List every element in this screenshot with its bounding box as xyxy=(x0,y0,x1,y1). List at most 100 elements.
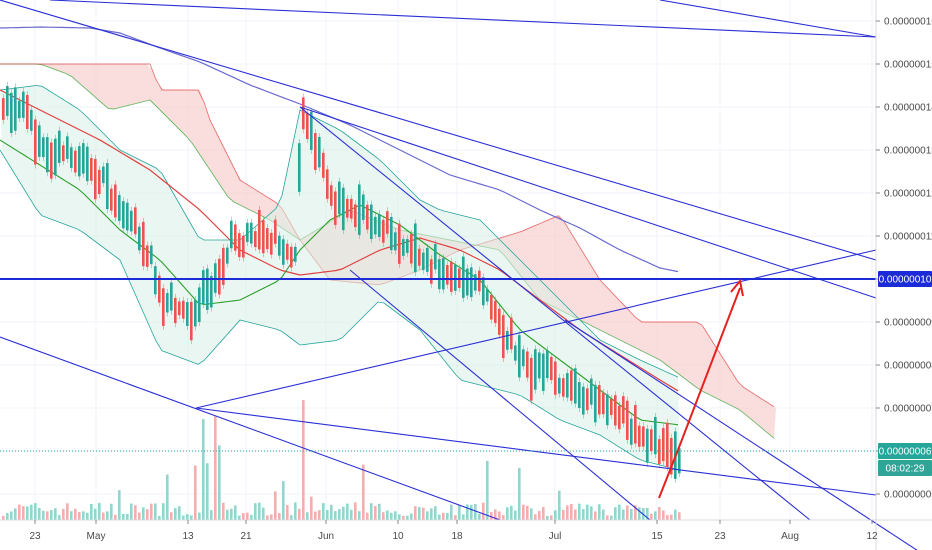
candle-body xyxy=(182,300,185,319)
trendline xyxy=(0,0,877,261)
candle-body xyxy=(18,100,21,119)
volume-bar xyxy=(418,507,421,520)
bollinger-bands xyxy=(0,85,680,470)
volume-bar xyxy=(542,507,545,520)
candle-body xyxy=(90,158,93,181)
volume-bar xyxy=(118,490,121,520)
timer-badge-bg xyxy=(878,460,932,476)
volume-bar xyxy=(134,505,137,520)
candle-body xyxy=(506,330,509,350)
candle-body xyxy=(670,437,673,475)
y-tick-label: 0.00000005 xyxy=(884,490,932,501)
volume-bar xyxy=(186,514,189,520)
volume-bar xyxy=(6,513,9,520)
volume-bar xyxy=(234,505,237,520)
volume-bar xyxy=(346,503,349,520)
candle-body xyxy=(422,252,425,271)
volume-bar xyxy=(602,509,605,520)
volume-bar xyxy=(666,515,669,520)
volume-bar xyxy=(22,506,25,520)
volume-bar xyxy=(630,509,633,520)
candle-body xyxy=(82,143,85,174)
volume-bar xyxy=(654,511,657,520)
candle-body xyxy=(258,209,261,250)
candle-body xyxy=(334,191,337,225)
candle-body xyxy=(526,351,529,378)
candle-body xyxy=(10,92,13,134)
candle-body xyxy=(286,243,289,260)
arrow-head xyxy=(730,278,744,297)
candle-body xyxy=(246,222,249,242)
volume-bar xyxy=(250,514,253,520)
candle-body xyxy=(150,245,153,265)
candle-body xyxy=(142,221,145,267)
candle-body xyxy=(666,422,669,468)
volume-bar xyxy=(634,505,637,520)
volume-bar xyxy=(286,505,289,520)
candle-body xyxy=(322,152,325,178)
volume-bar xyxy=(350,509,353,520)
candle-body xyxy=(98,169,101,195)
candle-body xyxy=(338,181,341,215)
volume-bar xyxy=(506,507,509,520)
candle-body xyxy=(470,267,473,298)
volume-bar xyxy=(78,512,81,520)
volume-bar xyxy=(322,503,325,520)
volume-bar xyxy=(358,511,361,520)
candle-body xyxy=(218,258,221,295)
volume-bar xyxy=(650,513,653,520)
candle-body xyxy=(94,158,97,200)
candle-body xyxy=(14,87,17,131)
volume-bar xyxy=(46,511,49,520)
candle-body xyxy=(598,385,601,415)
volume-bar xyxy=(458,504,461,520)
candle-body xyxy=(282,239,285,265)
candle-body xyxy=(578,382,581,408)
volume-bar xyxy=(466,504,469,520)
volume-bar xyxy=(486,460,489,520)
volume-bar xyxy=(158,515,161,520)
candle-body xyxy=(362,194,365,220)
volume-bar xyxy=(434,506,437,520)
volume-bar xyxy=(214,416,217,520)
candle-body xyxy=(50,142,53,179)
candle-body xyxy=(498,308,501,335)
bollinger-lower xyxy=(0,149,679,470)
candle-body xyxy=(658,439,661,465)
candle-body xyxy=(386,211,389,234)
x-tick-label: 23 xyxy=(29,531,41,542)
candle-body xyxy=(234,224,237,251)
trendline xyxy=(349,269,651,521)
volume-bar xyxy=(302,400,305,520)
candle-body xyxy=(614,395,617,426)
volume-bar xyxy=(570,503,573,520)
volume-bar xyxy=(494,509,497,520)
bollinger-upper xyxy=(0,85,679,378)
volume-bar xyxy=(510,505,513,520)
volume-bar xyxy=(366,512,369,520)
volume-bar xyxy=(430,508,433,520)
candle-body xyxy=(550,356,553,381)
volume-bar xyxy=(254,503,257,520)
price-badge-bg xyxy=(878,443,932,459)
x-tick-label: May xyxy=(87,531,106,542)
candle-body xyxy=(174,297,177,324)
volume-bar xyxy=(386,510,389,520)
candle-body xyxy=(6,86,9,116)
volume-bar xyxy=(210,510,213,520)
arrow-shaft-2 xyxy=(677,287,741,451)
volume-bar xyxy=(294,502,297,520)
volume-bar xyxy=(110,503,113,520)
candle-body xyxy=(270,232,273,255)
volume-bar xyxy=(422,507,425,520)
candle-body xyxy=(158,275,161,303)
volume-bar xyxy=(590,506,593,520)
volume-bar xyxy=(306,512,309,520)
candle-body xyxy=(126,202,129,231)
candle-body xyxy=(378,214,381,237)
volume-bar xyxy=(538,511,541,520)
candle-body xyxy=(170,282,173,311)
volume-bar xyxy=(330,504,333,520)
